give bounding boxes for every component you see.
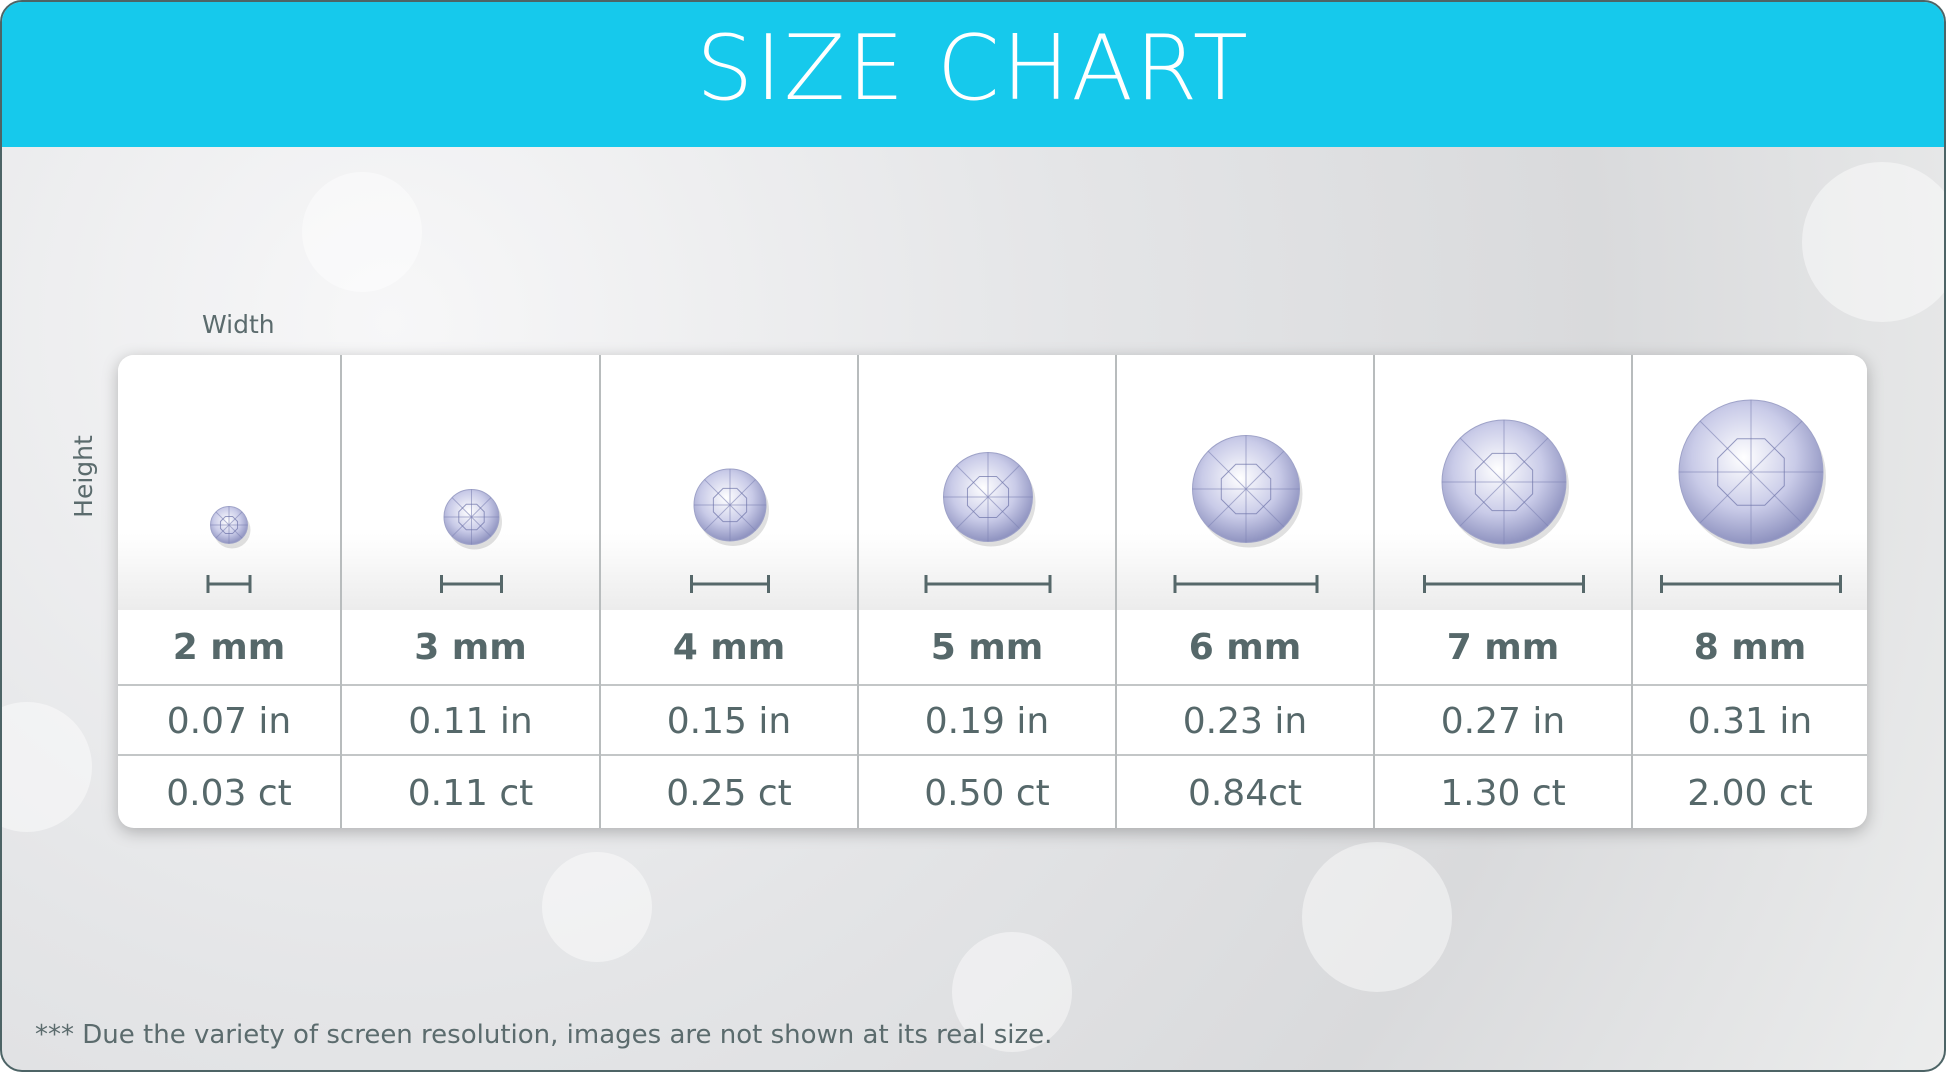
round-diamond-icon [1423, 419, 1585, 593]
gem-image-cell [859, 355, 1115, 610]
gem-image-cell [118, 355, 340, 610]
gem-image-cell [601, 355, 857, 610]
size-inch: 0.31 in [1633, 684, 1867, 756]
size-column: 5 mm 0.19 in 0.50 ct [857, 355, 1115, 828]
size-inch: 0.27 in [1375, 684, 1631, 756]
size-carat: 0.84ct [1117, 754, 1373, 828]
size-carat: 1.30 ct [1375, 754, 1631, 828]
size-mm: 6 mm [1188, 626, 1302, 668]
bokeh [952, 932, 1072, 1052]
size-mm: 8 mm [1693, 626, 1807, 668]
size-table: 2 mm 0.07 in 0.03 ct 3 mm 0.11 in 0.11 ct 4 mm… [118, 355, 1867, 828]
size-column: 2 mm 0.07 in 0.03 ct [118, 355, 340, 828]
header: SIZE CHART [2, 2, 1944, 147]
gem-image-cell [1633, 355, 1867, 610]
size-column: 4 mm 0.15 in 0.25 ct [599, 355, 857, 828]
bokeh [1302, 842, 1452, 992]
size-inch: 0.23 in [1117, 684, 1373, 756]
round-diamond-icon [924, 452, 1052, 593]
size-carat: 0.25 ct [601, 754, 857, 828]
size-column: 6 mm 0.23 in 0.84ct [1115, 355, 1373, 828]
footnote: *** Due the variety of screen resolution… [35, 1020, 1053, 1050]
round-diamond-icon [1660, 399, 1842, 593]
size-column: 8 mm 0.31 in 2.00 ct [1631, 355, 1867, 828]
bokeh [542, 852, 652, 962]
gem-image-cell [1117, 355, 1373, 610]
size-mm: 7 mm [1446, 626, 1560, 668]
bokeh [302, 172, 422, 292]
gem-image-cell [1375, 355, 1631, 610]
size-mm: 2 mm [172, 626, 286, 668]
size-inch: 0.07 in [118, 684, 340, 756]
size-inch: 0.19 in [859, 684, 1115, 756]
round-diamond-icon [1173, 435, 1319, 593]
size-carat: 2.00 ct [1633, 754, 1867, 828]
height-label: Height [68, 435, 98, 518]
round-diamond-icon [440, 489, 503, 593]
size-mm: 3 mm [414, 626, 527, 668]
size-inch: 0.11 in [342, 684, 599, 756]
size-carat: 0.03 ct [118, 754, 340, 828]
size-column: 3 mm 0.11 in 0.11 ct [340, 355, 599, 828]
page-title: SIZE CHART [696, 16, 1250, 121]
size-carat: 0.11 ct [342, 754, 599, 828]
width-label: Width [202, 310, 275, 339]
round-diamond-icon [690, 468, 770, 593]
size-mm: 4 mm [672, 626, 786, 668]
gem-image-cell [342, 355, 599, 610]
size-mm: 5 mm [930, 626, 1044, 668]
bokeh [2, 702, 92, 832]
size-inch: 0.15 in [601, 684, 857, 756]
size-carat: 0.50 ct [859, 754, 1115, 828]
size-column: 7 mm 0.27 in 1.30 ct [1373, 355, 1631, 828]
round-diamond-icon [206, 506, 252, 593]
bokeh [1802, 162, 1944, 322]
